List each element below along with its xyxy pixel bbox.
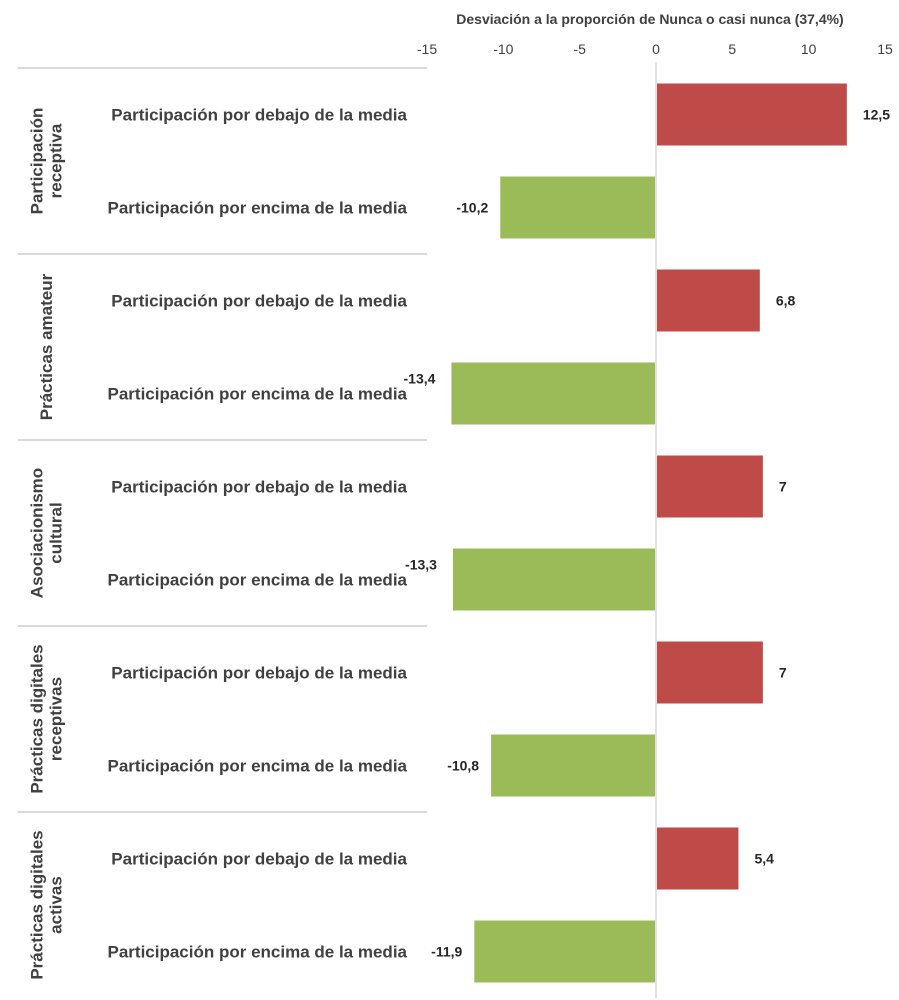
category-label: Participación por encima de la media [108,199,408,218]
bar [657,83,847,146]
bar [500,176,655,239]
category-label: Participación por debajo de la media [111,478,407,497]
bar [657,455,763,518]
group: Prácticas digitales receptivas Participaci… [28,641,787,797]
category-label: Participación por encima de la media [108,943,408,962]
chart-title: Desviación a la proporción de Nunca o ca… [456,11,843,27]
data-label: -13,4 [404,371,436,387]
group-label: receptivas [47,677,66,761]
category-label: Participación por encima de la media [108,571,408,590]
bar [452,548,655,611]
data-label: 7 [779,665,787,681]
bar [657,827,739,890]
x-tick-label: -10 [493,41,513,57]
data-label: 5,4 [754,851,774,867]
data-label: 12,5 [863,107,890,123]
data-label: -10,8 [447,758,479,774]
data-label: -13,3 [405,557,437,573]
data-label: 6,8 [776,293,796,309]
data-label: -10,2 [456,200,488,216]
x-tick-label: 0 [652,41,660,57]
category-label: Participación por encima de la media [108,757,408,776]
group: Asociacionismo cultural Participación por … [28,455,787,611]
group-label: Prácticas digitales [28,830,47,979]
category-label: Participación por encima de la media [108,385,408,404]
group: Participación receptiva Participación por … [28,83,890,239]
group-label: receptiva [47,123,66,198]
group-label: Prácticas digitales [28,644,47,793]
x-tick-label: -5 [573,41,586,57]
x-tick-label: 10 [801,41,817,57]
group-label: activas [47,876,66,934]
category-label: Participación por debajo de la media [111,664,407,683]
data-label: -11,9 [431,944,462,960]
bar [451,362,655,425]
x-tick-label: -15 [417,41,437,57]
category-label: Participación por debajo de la media [111,106,407,125]
group-label: cultural [47,502,66,563]
group-label: Participación [28,108,47,215]
bar [474,920,655,983]
group-label: Prácticas amateur [37,273,56,420]
category-label: Participación por debajo de la media [111,850,407,869]
data-label: 7 [779,479,787,495]
bar [657,269,760,332]
x-tick-label: 15 [877,41,893,57]
x-tick-label: 5 [728,41,736,57]
category-label: Participación por debajo de la media [111,292,407,311]
group: Prácticas digitales activas Participación … [28,827,774,983]
bar [657,641,763,704]
group-label: Asociacionismo [28,468,47,598]
group: Prácticas amateur Participación por debaj… [37,269,796,425]
bar [491,734,655,797]
